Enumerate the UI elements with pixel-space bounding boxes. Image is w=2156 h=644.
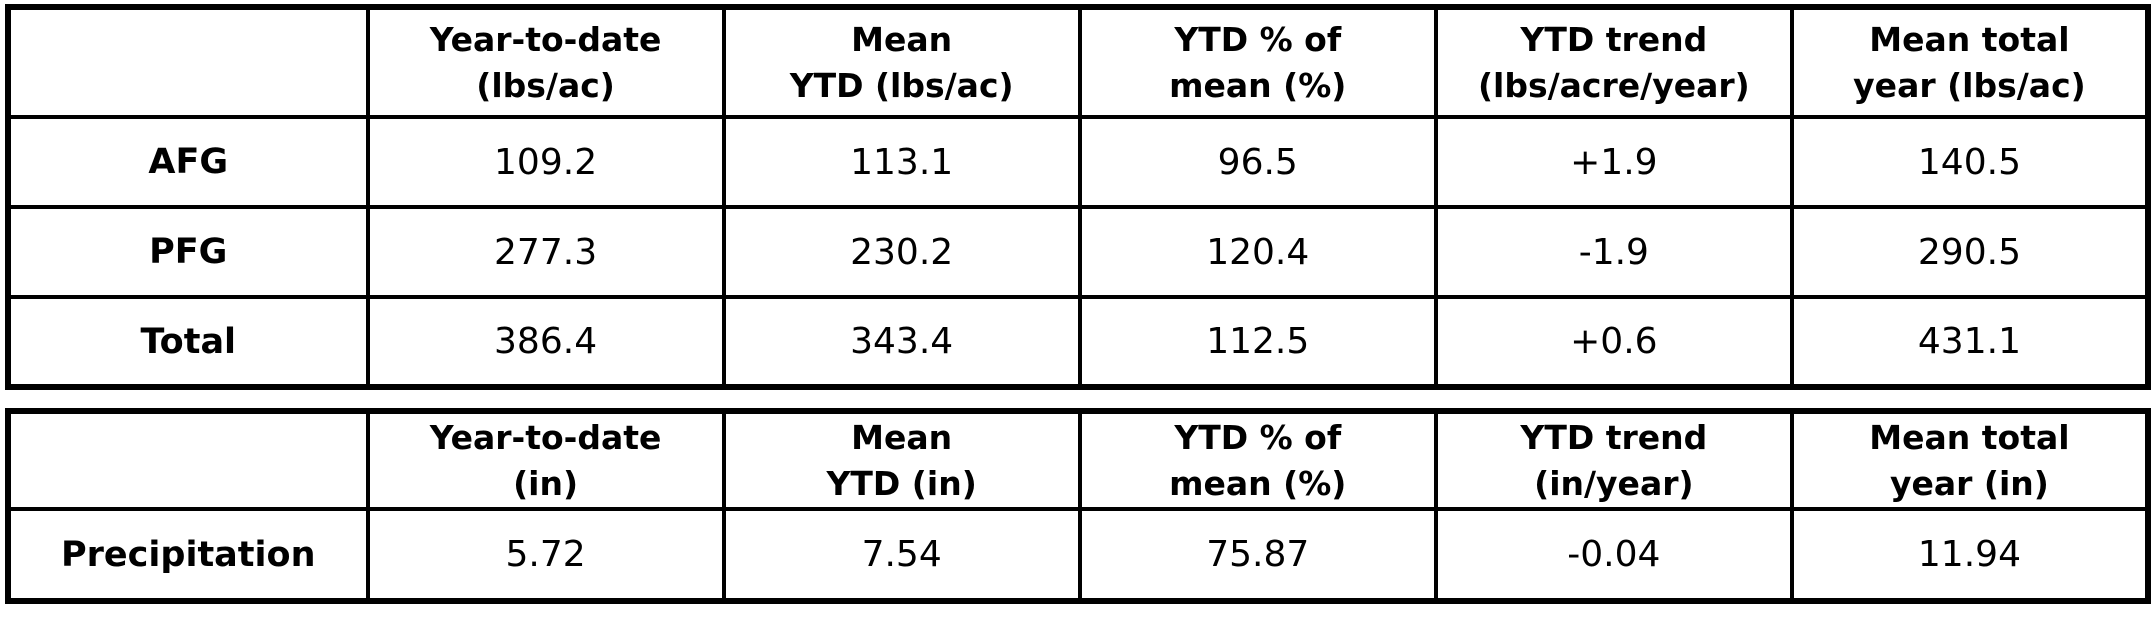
table-cell: 386.4	[365, 295, 726, 389]
table-cell: 120.4	[1077, 205, 1438, 299]
table-cell: 277.3	[365, 205, 726, 299]
table-cell: -0.04	[1433, 507, 1794, 603]
column-header-line: YTD (in)	[826, 463, 977, 503]
table-cell: 7.54	[721, 507, 1082, 603]
table-gap	[5, 390, 2151, 408]
table-cell: 109.2	[365, 115, 726, 209]
corner-cell	[6, 409, 370, 511]
column-header-line: Mean	[851, 19, 953, 59]
row-label: AFG	[6, 115, 370, 209]
table-row-precipitation: Precipitation 5.72 7.54 75.87 -0.04 11.9…	[6, 507, 2151, 603]
column-header-ytd: Year-to-date (in)	[365, 409, 726, 511]
table-cell: -1.9	[1433, 205, 1794, 299]
column-header-line: Year-to-date	[429, 19, 662, 59]
table-cell: 112.5	[1077, 295, 1438, 389]
table-cell: +0.6	[1433, 295, 1794, 389]
column-header-ytd-pct: YTD % of mean (%)	[1077, 5, 1438, 119]
column-header-ytd: Year-to-date (lbs/ac)	[365, 5, 726, 119]
column-header-mean-total: Mean total year (lbs/ac)	[1789, 5, 2151, 119]
column-header-line: year (in)	[1889, 463, 2049, 503]
column-header-line: Mean total	[1869, 417, 2070, 457]
column-header-mean-ytd: Mean YTD (lbs/ac)	[721, 5, 1082, 119]
column-header-line: mean (%)	[1169, 463, 1347, 503]
column-header-line: YTD % of	[1174, 19, 1342, 59]
table-cell: 5.72	[365, 507, 726, 603]
column-header-line: year (lbs/ac)	[1853, 65, 2086, 105]
precipitation-header-row: Year-to-date (in) Mean YTD (in) YTD % of…	[6, 409, 2151, 511]
table-cell: 11.94	[1789, 507, 2151, 603]
column-header-line: Year-to-date	[429, 417, 662, 457]
column-header-line: YTD (lbs/ac)	[789, 65, 1014, 105]
table-cell: 113.1	[721, 115, 1082, 209]
table-row-pfg: PFG 277.3 230.2 120.4 -1.9 290.5	[6, 205, 2151, 299]
table-cell: +1.9	[1433, 115, 1794, 209]
column-header-line: Mean	[851, 417, 953, 457]
table-cell: 343.4	[721, 295, 1082, 389]
row-label: PFG	[6, 205, 370, 299]
column-header-line: (in)	[513, 463, 579, 503]
table-cell: 290.5	[1789, 205, 2151, 299]
production-header-row: Year-to-date (lbs/ac) Mean YTD (lbs/ac) …	[6, 5, 2151, 119]
table-row-total: Total 386.4 343.4 112.5 +0.6 431.1	[6, 295, 2151, 389]
column-header-ytd-trend: YTD trend (lbs/acre/year)	[1433, 5, 1794, 119]
column-header-ytd-trend: YTD trend (in/year)	[1433, 409, 1794, 511]
column-header-line: YTD trend	[1520, 417, 1708, 457]
column-header-line: mean (%)	[1169, 65, 1347, 105]
column-header-mean-ytd: Mean YTD (in)	[721, 409, 1082, 511]
precipitation-table: Year-to-date (in) Mean YTD (in) YTD % of…	[5, 408, 2151, 604]
table-cell: 75.87	[1077, 507, 1438, 603]
table-cell: 230.2	[721, 205, 1082, 299]
column-header-ytd-pct: YTD % of mean (%)	[1077, 409, 1438, 511]
production-table: Year-to-date (lbs/ac) Mean YTD (lbs/ac) …	[5, 4, 2151, 390]
row-label: Total	[6, 295, 370, 389]
row-label: Precipitation	[6, 507, 370, 603]
table-cell: 140.5	[1789, 115, 2151, 209]
column-header-line: YTD % of	[1174, 417, 1342, 457]
column-header-line: (in/year)	[1534, 463, 1694, 503]
column-header-mean-total: Mean total year (in)	[1789, 409, 2151, 511]
column-header-line: (lbs/acre/year)	[1477, 65, 1750, 105]
table-cell: 431.1	[1789, 295, 2151, 389]
column-header-line: YTD trend	[1520, 19, 1708, 59]
column-header-line: Mean total	[1869, 19, 2070, 59]
table-cell: 96.5	[1077, 115, 1438, 209]
column-header-line: (lbs/ac)	[476, 65, 615, 105]
table-row-afg: AFG 109.2 113.1 96.5 +1.9 140.5	[6, 115, 2151, 209]
corner-cell	[6, 5, 370, 119]
